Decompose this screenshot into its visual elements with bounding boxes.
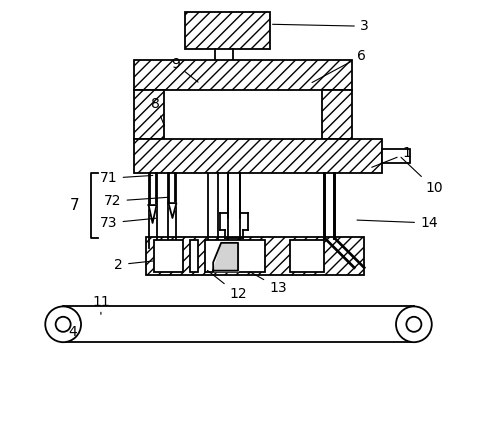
Polygon shape xyxy=(149,205,156,223)
Bar xyxy=(134,139,382,173)
Text: 14: 14 xyxy=(357,216,438,230)
Bar xyxy=(154,240,184,271)
Text: 72: 72 xyxy=(104,194,168,208)
Polygon shape xyxy=(213,243,238,271)
Text: 9: 9 xyxy=(171,57,198,82)
Bar xyxy=(134,60,352,90)
Text: 12: 12 xyxy=(207,270,247,301)
Text: 6: 6 xyxy=(312,49,366,83)
Text: 71: 71 xyxy=(100,171,153,185)
Bar xyxy=(205,240,265,271)
Text: 4: 4 xyxy=(69,320,80,339)
Text: 8: 8 xyxy=(151,97,164,126)
Text: 11: 11 xyxy=(92,295,110,314)
Bar xyxy=(190,240,199,271)
Circle shape xyxy=(406,317,421,332)
Text: 1: 1 xyxy=(372,146,412,167)
Text: 7: 7 xyxy=(69,197,79,213)
Bar xyxy=(145,237,364,275)
Text: 3: 3 xyxy=(272,19,369,33)
Bar xyxy=(185,12,270,49)
Circle shape xyxy=(396,307,432,342)
Bar xyxy=(134,90,164,139)
Bar xyxy=(290,240,325,271)
Text: 13: 13 xyxy=(250,272,286,294)
Text: 2: 2 xyxy=(114,258,153,271)
Polygon shape xyxy=(169,203,176,218)
Bar xyxy=(382,149,410,163)
Bar xyxy=(323,90,352,139)
Circle shape xyxy=(45,307,81,342)
Circle shape xyxy=(56,317,71,332)
Text: 73: 73 xyxy=(100,216,156,230)
Text: 10: 10 xyxy=(401,157,442,195)
